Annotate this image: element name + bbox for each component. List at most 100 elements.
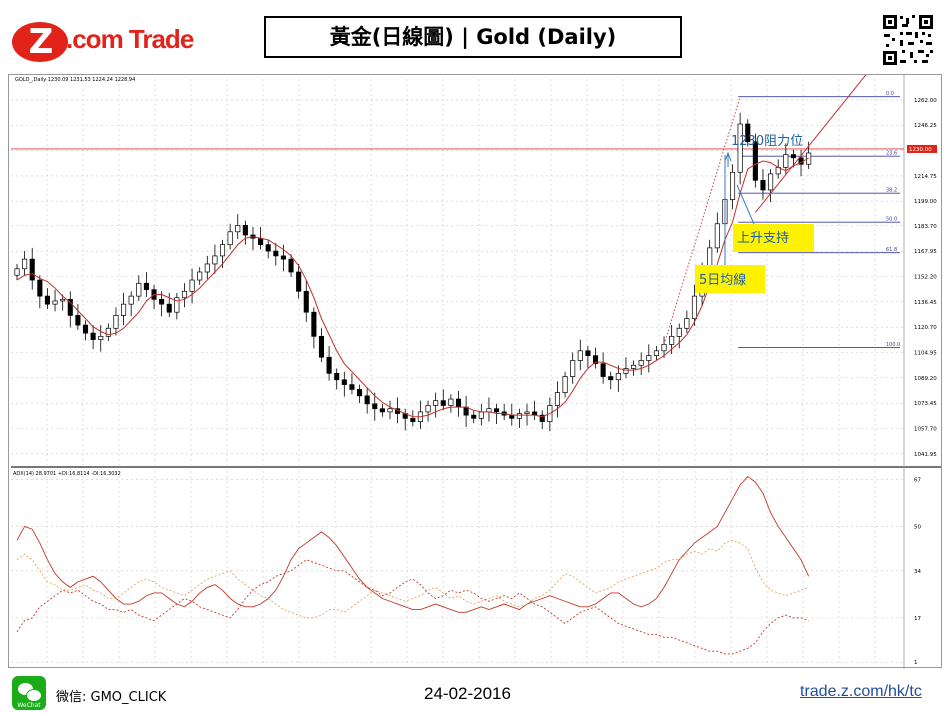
support-label: 上升支持 — [737, 231, 789, 246]
resistance-arrowhead — [724, 151, 732, 162]
candle-body — [372, 403, 378, 410]
candle-body — [562, 376, 568, 393]
candle-body — [60, 298, 66, 302]
candle-body — [608, 376, 614, 381]
candle-body — [364, 395, 370, 405]
y-tick-label: 1073.45 — [914, 401, 937, 407]
y-tick-label: 1089.20 — [914, 376, 937, 382]
candle-body — [318, 335, 325, 358]
y-tick-label: 1120.70 — [914, 325, 937, 331]
candle-body — [638, 360, 644, 366]
fib-level-label: 23.6 — [886, 151, 897, 157]
candle-body — [684, 318, 690, 329]
candle-body — [516, 413, 522, 419]
candle-body — [288, 258, 294, 273]
candle-body — [669, 335, 675, 345]
candle-body — [258, 237, 264, 246]
adx-tick-label: 67 — [914, 477, 921, 483]
candle-body — [113, 315, 119, 329]
adx-tick-label: 1 — [914, 660, 918, 666]
candle-body — [760, 179, 766, 191]
candle-body — [265, 244, 271, 252]
candle-body — [600, 363, 606, 377]
y-tick-label: 1136.45 — [914, 300, 937, 306]
candle-body — [463, 406, 469, 416]
candle-body — [691, 295, 698, 319]
candle-body — [790, 154, 796, 159]
wechat-icon: WeChat — [12, 676, 46, 710]
candle-body — [448, 398, 454, 406]
y-tick-label: 1246.25 — [914, 123, 937, 129]
fib-anchor-line — [663, 96, 741, 345]
candle-body — [303, 290, 309, 313]
candle-body — [22, 258, 28, 270]
candle-body — [52, 300, 58, 305]
candle-body — [387, 408, 393, 413]
plus-di-line — [16, 539, 809, 619]
support-trendline — [754, 75, 867, 213]
candle-body — [471, 414, 477, 419]
fib-level-label: 38.2 — [886, 188, 897, 194]
candle-body — [433, 400, 439, 406]
candle-body — [524, 411, 530, 414]
website-link[interactable]: trade.z.com/hk/tc — [800, 683, 922, 700]
ma-label: 5日均線 — [699, 272, 746, 288]
y-tick-label: 1041.95 — [914, 452, 937, 458]
y-tick-label: 1057.70 — [914, 426, 937, 432]
adx-title: ADX(14) 28.9701 +DI:16.8114 -DI:16.3032 — [13, 471, 121, 477]
candle-body — [29, 258, 35, 281]
candle-body — [745, 123, 751, 143]
candle-body — [737, 123, 743, 173]
support-label-box — [733, 224, 814, 252]
logo-mark: Z — [12, 22, 68, 62]
candle-body — [105, 327, 111, 337]
candle-body — [494, 408, 500, 413]
candle-body — [440, 400, 446, 406]
candle-body — [174, 297, 180, 313]
adx-tick-label: 50 — [914, 524, 921, 530]
candle-body — [212, 255, 218, 265]
ma-label-box — [695, 265, 765, 293]
wechat-id: 微信: GMO_CLICK — [56, 690, 167, 705]
candle-body — [14, 268, 20, 276]
candle-body — [143, 282, 149, 291]
candle-body — [707, 247, 713, 268]
candle-body — [197, 271, 203, 281]
candle-body — [326, 356, 332, 374]
candle-body — [82, 324, 89, 334]
report-date: 24-02-2016 — [424, 684, 511, 703]
y-tick-label: 1214.75 — [914, 174, 937, 180]
candle-body — [273, 250, 279, 257]
fib-level-label: 61.8 — [886, 247, 897, 253]
fib-level-label: 100.0 — [886, 342, 900, 348]
candle-body — [136, 282, 142, 297]
candle-body — [121, 303, 127, 316]
candle-body — [539, 414, 545, 422]
candle-body — [235, 225, 241, 233]
ma5-line — [16, 157, 809, 418]
chart-title: GOLD_,Daily 1230.09 1231.53 1224.24 1228… — [15, 77, 135, 83]
candle-body — [159, 298, 165, 305]
candle-body — [334, 372, 340, 381]
y-tick-label: 1167.95 — [914, 249, 937, 255]
current-price-marker — [907, 144, 937, 153]
y-tick-label: 1262.00 — [914, 98, 937, 104]
candle-body — [729, 171, 736, 200]
candle-body — [631, 364, 637, 369]
resistance-label: 1230阻力位 — [731, 134, 803, 149]
y-tick-label: 1152.20 — [914, 275, 937, 281]
candle-body — [783, 154, 789, 168]
candle-body — [768, 173, 774, 191]
candle-body — [714, 223, 720, 249]
adx-tick-label: 17 — [914, 616, 921, 622]
candle-body — [204, 263, 210, 273]
logo-text: .com Trade — [66, 24, 194, 54]
candle-body — [90, 332, 96, 340]
candle-body — [615, 372, 621, 381]
candle-body — [478, 411, 484, 419]
chart-panel: 1262.001246.251230.501214.751199.001183.… — [8, 74, 942, 669]
candle-body — [653, 350, 659, 356]
minus-di-line — [16, 559, 809, 655]
candle-body — [554, 392, 561, 406]
candle-body — [311, 311, 317, 337]
